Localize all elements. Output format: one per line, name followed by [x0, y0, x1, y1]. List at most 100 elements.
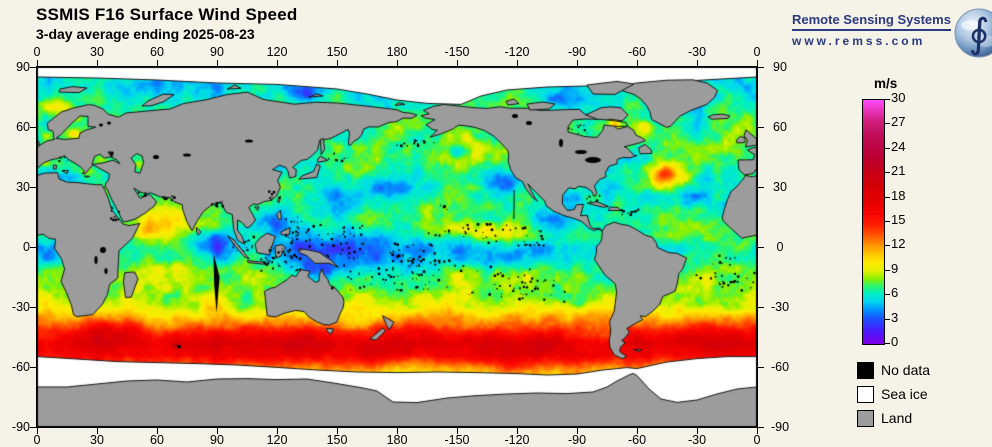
- colorbar-tick: [884, 245, 890, 246]
- lat-tick-right: [758, 247, 764, 248]
- lat-tick-label-right: 0: [776, 240, 784, 254]
- globe-icon: ∮: [954, 8, 992, 58]
- colorbar-tick: [884, 270, 890, 271]
- lon-tick-label-bottom: 60: [150, 433, 164, 447]
- lon-tick-top: [577, 60, 578, 66]
- lon-tick-bottom: [697, 428, 698, 434]
- legend-label-sea-ice: Sea ice: [881, 386, 928, 402]
- colorbar-tick-label: 9: [891, 261, 899, 276]
- lat-tick-label-left: 30: [16, 180, 30, 194]
- colorbar-tick: [884, 319, 890, 320]
- lat-tick-right: [758, 307, 764, 308]
- lat-tick-label-left: 0: [23, 240, 30, 254]
- lat-tick-label-left: 60: [16, 120, 30, 134]
- lon-tick-bottom: [157, 428, 158, 434]
- land-swatch: [857, 410, 874, 427]
- lon-tick-top: [697, 60, 698, 66]
- colorbar-tick: [884, 197, 890, 198]
- colorbar-tick-label: 3: [891, 310, 899, 325]
- lon-tick-top: [457, 60, 458, 66]
- lon-tick-top: [37, 60, 38, 66]
- lon-tick-label-top: 150: [326, 45, 348, 59]
- lon-tick-top: [97, 60, 98, 66]
- remss-logo: Remote Sensing Systems www.remss.com ∮: [792, 8, 992, 59]
- lon-tick-label-top: 90: [210, 45, 224, 59]
- colorbar-tick-label: 0: [891, 334, 899, 349]
- page-title: SSMIS F16 Surface Wind Speed: [36, 5, 298, 24]
- lat-tick-right: [758, 427, 764, 428]
- lon-tick-bottom: [517, 428, 518, 434]
- lat-tick-right: [758, 127, 764, 128]
- lat-tick-left: [30, 127, 36, 128]
- colorbar-tick: [884, 148, 890, 149]
- lon-tick-label-top: 0: [753, 45, 761, 59]
- lon-tick-label-bottom: 90: [210, 433, 224, 447]
- colorbar-tick: [884, 294, 890, 295]
- lon-tick-bottom: [337, 428, 338, 434]
- lon-tick-bottom: [457, 428, 458, 434]
- lat-tick-label-right: -60: [770, 360, 790, 374]
- lon-tick-label-top: 180: [386, 45, 408, 59]
- lat-tick-label-right: 90: [773, 60, 787, 74]
- colorbar-canvas: [862, 99, 885, 345]
- lon-tick-label-top: -30: [687, 45, 707, 59]
- lat-tick-right: [758, 187, 764, 188]
- legend-item-sea-ice: Sea ice: [857, 386, 930, 403]
- lon-tick-bottom: [217, 428, 218, 434]
- lon-tick-label-bottom: -60: [627, 433, 647, 447]
- lon-tick-top: [397, 60, 398, 66]
- legend-label-land: Land: [881, 410, 913, 426]
- lat-tick-right: [758, 67, 764, 68]
- legend-label-no-data: No data: [881, 362, 931, 378]
- lat-tick-label-right: 30: [773, 180, 787, 194]
- lat-tick-label-left: 90: [16, 60, 30, 74]
- lon-tick-label-top: 120: [266, 45, 288, 59]
- colorbar-tick-label: 18: [891, 188, 906, 203]
- lat-tick-left: [30, 247, 36, 248]
- lon-tick-label-top: 30: [90, 45, 104, 59]
- lon-tick-label-bottom: -120: [504, 433, 530, 447]
- lon-tick-top: [217, 60, 218, 66]
- no-data-swatch: [857, 362, 874, 379]
- lon-tick-label-bottom: 180: [386, 433, 408, 447]
- lon-tick-top: [337, 60, 338, 66]
- lat-tick-right: [758, 367, 764, 368]
- lat-tick-left: [30, 187, 36, 188]
- lat-tick-label-right: 60: [773, 120, 787, 134]
- lon-tick-label-bottom: 0: [753, 433, 761, 447]
- lon-tick-bottom: [277, 428, 278, 434]
- lat-tick-left: [30, 367, 36, 368]
- lon-tick-top: [277, 60, 278, 66]
- lon-tick-bottom: [757, 428, 758, 434]
- lon-tick-label-top: 60: [150, 45, 164, 59]
- colorbar-tick-label: 6: [891, 285, 899, 300]
- lon-tick-label-bottom: 30: [90, 433, 104, 447]
- logo-url[interactable]: www.remss.com: [792, 34, 926, 48]
- colorbar-tick: [884, 221, 890, 222]
- lat-tick-label-left: -60: [11, 360, 30, 374]
- colorbar-tick-label: 30: [891, 90, 906, 105]
- lon-tick-label-bottom: -90: [567, 433, 587, 447]
- colorbar-tick: [884, 99, 890, 100]
- lat-tick-label-right: -90: [770, 420, 790, 434]
- lon-tick-label-bottom: 0: [33, 433, 41, 447]
- lat-tick-left: [30, 67, 36, 68]
- colorbar-tick-label: 15: [891, 212, 906, 227]
- svg-text:∮: ∮: [969, 11, 990, 57]
- colorbar-tick-label: 24: [891, 139, 906, 154]
- lon-tick-bottom: [97, 428, 98, 434]
- wind-speed-map-canvas: [36, 66, 758, 428]
- lon-tick-label-bottom: -30: [687, 433, 707, 447]
- colorbar-tick: [884, 172, 890, 173]
- lon-tick-label-bottom: 120: [266, 433, 288, 447]
- colorbar-tick: [884, 343, 890, 344]
- lat-tick-label-left: -90: [11, 420, 30, 434]
- lat-tick-left: [30, 307, 36, 308]
- lon-tick-bottom: [637, 428, 638, 434]
- lon-tick-label-top: -60: [627, 45, 647, 59]
- lon-tick-label-bottom: 150: [326, 433, 348, 447]
- lon-tick-top: [637, 60, 638, 66]
- logo-title: Remote Sensing Systems: [792, 12, 951, 31]
- lon-tick-top: [517, 60, 518, 66]
- colorbar-unit-label: m/s: [874, 76, 898, 91]
